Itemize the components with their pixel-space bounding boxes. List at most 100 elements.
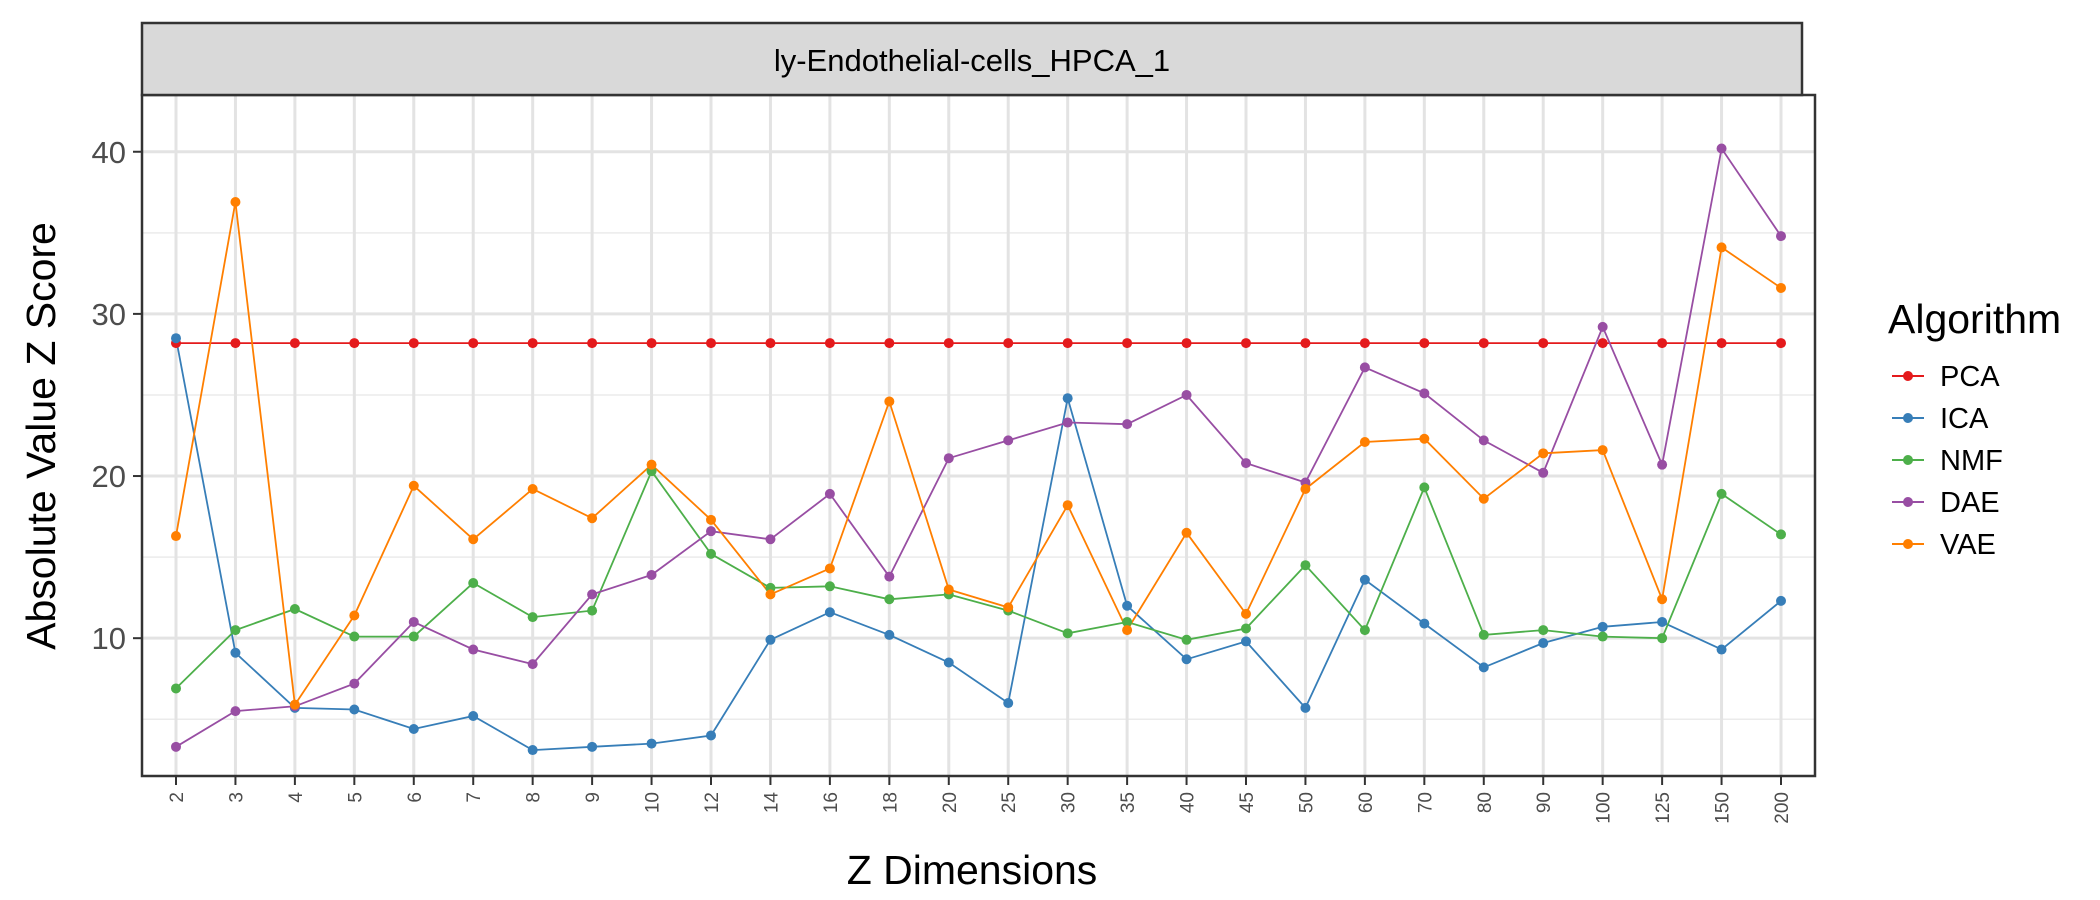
point-ica <box>1181 654 1192 665</box>
gridlines <box>142 95 1815 776</box>
y-tick-label: 30 <box>92 297 126 332</box>
point-ica <box>1597 621 1608 632</box>
point-ica <box>1478 662 1489 673</box>
point-dae <box>765 534 776 545</box>
x-tick-label: 14 <box>761 792 782 814</box>
panel-background <box>142 95 1815 776</box>
point-pca <box>1478 338 1489 349</box>
point-ica <box>1657 616 1668 627</box>
y-tick-label: 20 <box>92 459 126 494</box>
x-tick-label: 40 <box>1178 792 1199 813</box>
point-vae <box>1478 493 1489 504</box>
x-tick-label: 70 <box>1415 792 1436 813</box>
legend-key-point <box>1903 497 1913 507</box>
point-dae <box>884 571 895 582</box>
point-vae <box>1716 242 1727 253</box>
point-ica <box>468 711 479 722</box>
facet-title: ly-Endothelial-cells_HPCA_1 <box>774 43 1170 78</box>
x-axis-title: Z Dimensions <box>847 847 1098 893</box>
x-tick-label: 60 <box>1356 792 1377 813</box>
point-vae <box>1538 448 1549 459</box>
point-dae <box>1776 231 1786 242</box>
legend-item-nmf: NMF <box>1892 445 2003 477</box>
x-tick-label: 12 <box>702 792 723 813</box>
point-pca <box>824 338 835 349</box>
x-tick-label: 4 <box>286 792 307 803</box>
point-pca <box>646 338 657 349</box>
point-vae <box>706 514 716 525</box>
point-pca <box>1241 338 1251 349</box>
point-dae <box>1181 389 1192 400</box>
point-ica <box>884 629 895 640</box>
point-vae <box>171 531 181 542</box>
point-vae <box>1300 484 1311 495</box>
point-nmf <box>171 683 181 694</box>
point-vae <box>1122 625 1133 636</box>
legend-label: DAE <box>1940 487 2000 519</box>
point-ica <box>1122 600 1133 611</box>
point-pca <box>587 338 598 349</box>
point-pca <box>1359 338 1370 349</box>
point-vae <box>1003 602 1014 613</box>
legend-label: PCA <box>1940 361 2000 393</box>
y-axis: 10 20 30 40 <box>92 135 142 656</box>
legend: Algorithm PCA ICA NMF DAE VAE <box>1888 296 2061 561</box>
x-tick-label: 125 <box>1653 792 1674 824</box>
point-vae <box>1181 527 1192 538</box>
point-nmf <box>230 625 241 636</box>
point-vae <box>1241 608 1251 619</box>
point-vae <box>1657 594 1668 605</box>
point-vae <box>349 610 360 621</box>
point-ica <box>765 634 776 645</box>
point-pca <box>468 338 479 349</box>
x-tick-label: 16 <box>821 792 842 813</box>
point-vae <box>468 534 479 545</box>
point-ica <box>171 333 181 344</box>
x-axis: 2 3 4 5 6 7 8 9 10 12 14 16 18 20 25 30 35 40 45 50 60 70 80 90… <box>167 776 1793 824</box>
legend-key-point <box>1903 539 1913 549</box>
point-pca <box>1300 338 1311 349</box>
point-dae <box>468 644 479 655</box>
point-ica <box>1538 638 1549 649</box>
x-tick-label: 35 <box>1118 792 1139 813</box>
point-ica <box>408 723 419 734</box>
x-tick-label: 6 <box>405 792 426 803</box>
point-ica <box>646 738 657 749</box>
x-tick-label: 2 <box>167 792 188 803</box>
y-tick-label: 10 <box>92 621 126 656</box>
point-vae <box>1776 282 1786 293</box>
legend-item-dae: DAE <box>1892 487 2000 519</box>
legend-item-vae: VAE <box>1892 529 1996 561</box>
legend-key-point <box>1903 455 1913 465</box>
series-line-dae <box>175 146 1782 748</box>
series-lines <box>175 146 1782 752</box>
point-nmf <box>1359 625 1370 636</box>
point-ica <box>1062 393 1073 404</box>
x-tick-label: 5 <box>345 792 366 803</box>
point-vae <box>230 197 241 208</box>
point-ica <box>1776 595 1786 606</box>
x-tick-label: 20 <box>940 792 961 813</box>
point-vae <box>289 699 300 710</box>
point-nmf <box>1241 623 1251 634</box>
x-tick-label: 10 <box>643 792 664 813</box>
point-nmf <box>527 612 538 623</box>
point-ica <box>1300 702 1311 713</box>
point-dae <box>646 569 657 580</box>
point-vae <box>587 513 598 524</box>
point-vae <box>646 459 657 470</box>
point-pca <box>765 338 776 349</box>
point-pca <box>1122 338 1133 349</box>
point-vae <box>884 396 895 407</box>
point-dae <box>943 453 954 464</box>
point-vae <box>765 589 776 600</box>
point-dae <box>1359 362 1370 373</box>
x-tick-label: 200 <box>1772 792 1793 824</box>
point-nmf <box>1419 482 1430 493</box>
point-ica <box>1241 636 1251 647</box>
point-pca <box>408 338 419 349</box>
point-nmf <box>1181 634 1192 645</box>
point-ica <box>1716 644 1727 655</box>
legend-label: ICA <box>1940 403 1989 435</box>
